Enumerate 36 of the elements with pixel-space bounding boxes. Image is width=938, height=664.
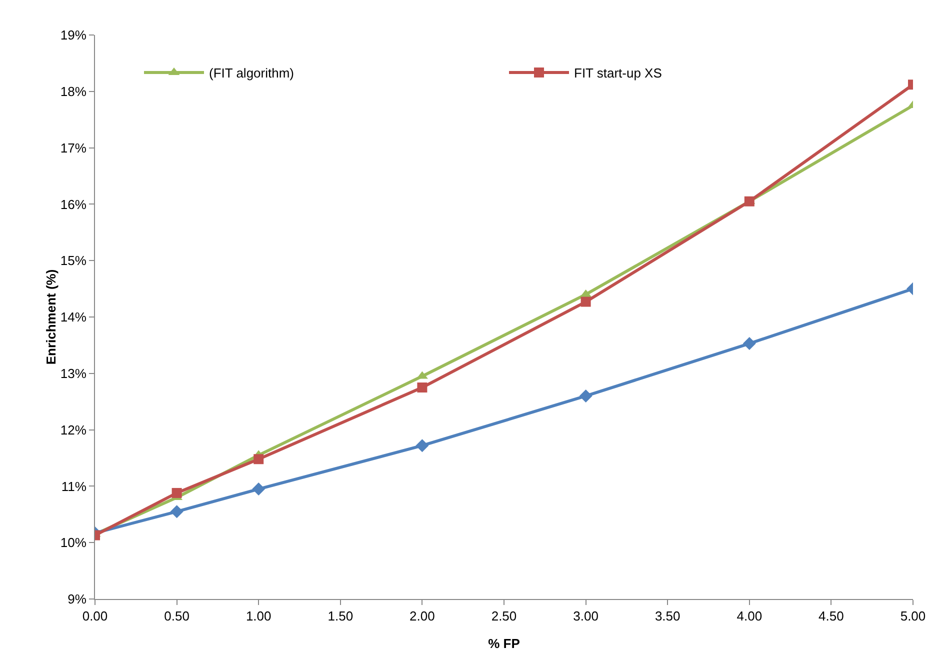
x-axis-title: % FP: [488, 636, 520, 651]
point: [252, 482, 266, 496]
x-tick-label: 2.50: [491, 608, 517, 624]
x-tick-label: 0.50: [164, 608, 190, 624]
y-tick-label: 17%: [60, 140, 87, 156]
y-axis-title: Enrichment (%): [43, 269, 58, 365]
x-tick-label: 2.00: [410, 608, 435, 624]
y-tick-label: 19%: [60, 28, 87, 43]
y-tick-label: 18%: [60, 84, 87, 99]
point: [170, 505, 184, 518]
x-tick-label: 0.00: [82, 608, 108, 624]
point: [172, 488, 182, 498]
point: [417, 382, 428, 392]
x-tick-label: 1.00: [246, 608, 272, 624]
point: [580, 296, 591, 307]
x-tick-label: 5.00: [900, 608, 926, 624]
x-tick-label: 4.00: [736, 608, 762, 624]
point: [742, 337, 756, 350]
y-tick-label: 14%: [60, 310, 87, 325]
x-tick-label: 3.00: [573, 608, 598, 624]
y-tick-label: 11%: [61, 478, 87, 494]
point: [579, 389, 592, 402]
legend-label: FIT start-up XS: [574, 66, 662, 81]
x-tick-label: 4.50: [818, 608, 844, 624]
y-tick-label: 9%: [68, 592, 87, 607]
point: [254, 454, 264, 464]
point: [416, 439, 429, 452]
y-tick-label: 12%: [60, 422, 87, 438]
legend-label: (FIT algorithm): [209, 66, 294, 81]
point: [744, 196, 754, 206]
x-tick-label: 3.50: [654, 608, 680, 624]
y-tick-label: 10%: [60, 535, 87, 550]
y-tick-label: 13%: [60, 366, 87, 381]
y-tick-label: 15%: [60, 253, 87, 268]
x-tick-label: 1.50: [328, 608, 354, 624]
y-tick-label: 16%: [60, 196, 87, 212]
